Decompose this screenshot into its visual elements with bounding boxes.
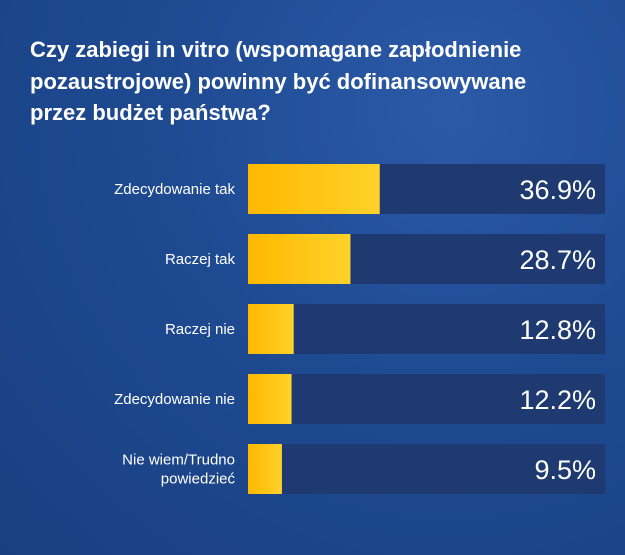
bar-track bbox=[248, 304, 605, 354]
bar-row: Zdecydowanie tak 36.9% bbox=[114, 164, 605, 214]
bar bbox=[248, 164, 380, 214]
bar-row: Raczej nie 12.8% bbox=[165, 304, 605, 354]
bar-track bbox=[248, 374, 605, 424]
value-label: 12.2% bbox=[519, 385, 596, 415]
category-label: Raczej nie bbox=[165, 321, 235, 338]
chart-title: Czy zabiegi in vitro (wspomagane zapłodn… bbox=[30, 37, 527, 125]
category-label: Zdecydowanie tak bbox=[114, 181, 235, 198]
bar-rows: Zdecydowanie tak 36.9%Raczej tak 28.7%Racz… bbox=[114, 164, 605, 494]
value-label: 36.9% bbox=[519, 175, 596, 205]
bar-row: Zdecydowanie nie 12.2% bbox=[114, 374, 605, 424]
bar bbox=[248, 444, 282, 494]
value-label: 28.7% bbox=[519, 245, 596, 275]
category-label: Nie wiem/Trudno bbox=[122, 452, 235, 469]
category-label: Zdecydowanie nie bbox=[114, 391, 235, 408]
category-label: Raczej tak bbox=[165, 251, 236, 268]
bar bbox=[248, 234, 351, 284]
bar bbox=[248, 374, 292, 424]
category-label: powiedzieć bbox=[161, 471, 236, 488]
bar-row: Raczej tak 28.7% bbox=[165, 234, 605, 284]
value-label: 9.5% bbox=[534, 455, 596, 485]
bar bbox=[248, 304, 294, 354]
bar-row: Nie wiem/Trudno powiedzieć 9.5% bbox=[122, 444, 605, 494]
value-label: 12.8% bbox=[519, 315, 596, 345]
bar-track bbox=[248, 444, 605, 494]
